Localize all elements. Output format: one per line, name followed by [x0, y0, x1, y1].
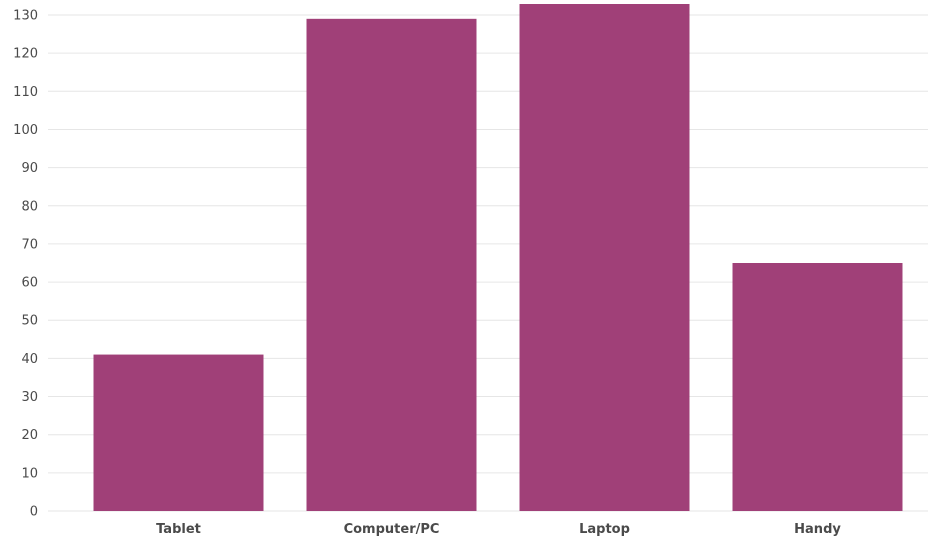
- y-tick-label: 20: [21, 428, 38, 443]
- x-category-label: Computer/PC: [344, 522, 440, 537]
- y-tick-label: 40: [21, 352, 38, 367]
- y-tick-label: 130: [13, 9, 38, 24]
- y-tick-label: 0: [30, 505, 38, 520]
- x-category-label: Tablet: [156, 522, 201, 537]
- gridlines: [48, 14, 928, 512]
- bar-computer-pc: [306, 18, 477, 512]
- y-tick-label: 90: [21, 161, 38, 176]
- y-tick-label: 70: [21, 237, 38, 252]
- x-axis-category-labels: Tablet Computer/PC Laptop Handy: [156, 522, 841, 537]
- y-tick-label: 10: [21, 466, 38, 481]
- y-axis-tick-labels: 0 10 20 30 40 50 60 70 80 90 100 110 120 130: [13, 9, 38, 520]
- y-tick-label: 120: [13, 47, 38, 62]
- y-tick-label: 60: [21, 276, 38, 291]
- y-tick-label: 110: [13, 85, 38, 100]
- y-tick-label: 30: [21, 390, 38, 405]
- y-tick-label: 100: [13, 123, 38, 138]
- bar-handy: [732, 263, 903, 511]
- x-category-label: Handy: [794, 522, 841, 537]
- y-tick-label: 80: [21, 199, 38, 214]
- bar-tablet: [93, 354, 264, 511]
- bar-laptop: [519, 4, 690, 511]
- bars: [93, 4, 903, 512]
- x-category-label: Laptop: [579, 522, 630, 537]
- y-tick-label: 50: [21, 314, 38, 329]
